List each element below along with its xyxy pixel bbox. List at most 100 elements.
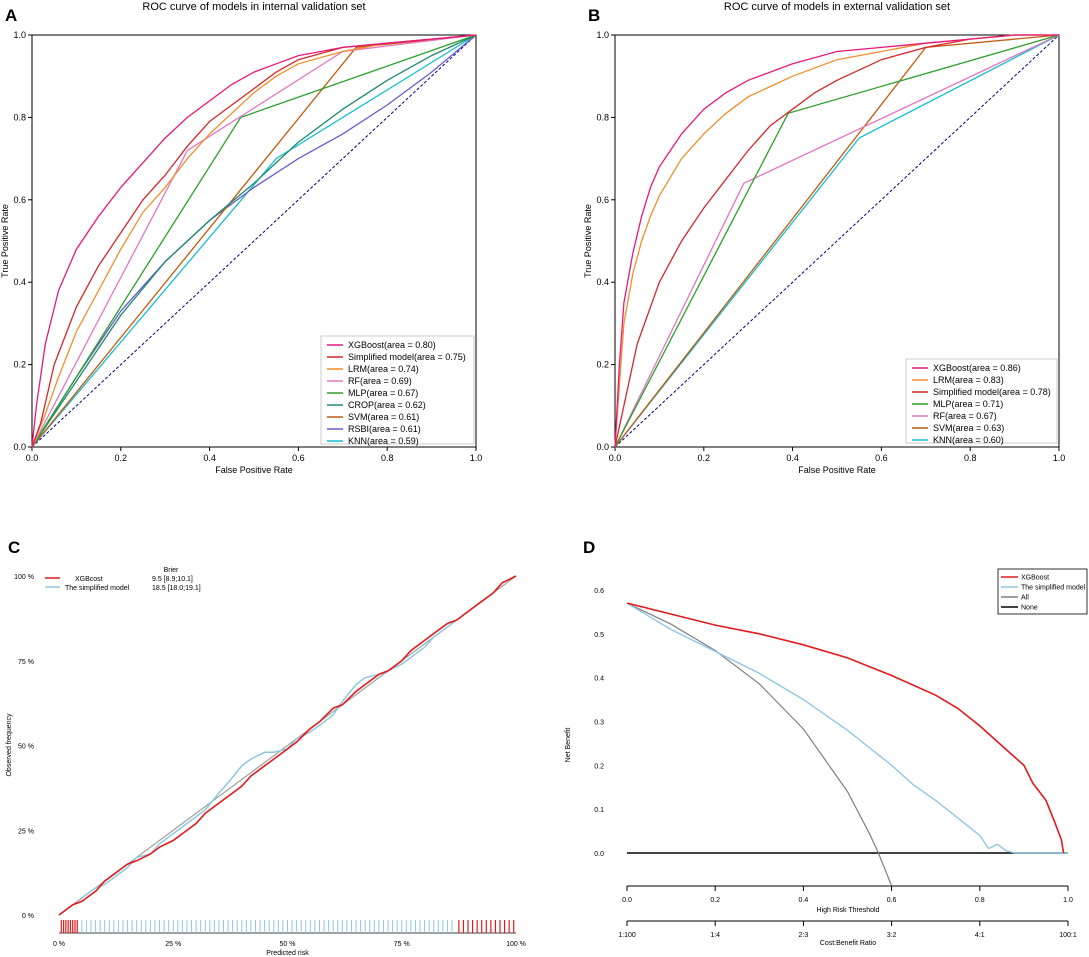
x-tick-label: 0.4 bbox=[786, 453, 799, 463]
legend-entry: SVM(area = 0.63) bbox=[933, 423, 1004, 433]
y-tick-label: 0.4 bbox=[594, 676, 604, 683]
x-axis-label: False Positive Rate bbox=[215, 465, 293, 475]
x2-tick-label: 1:100 bbox=[618, 932, 636, 939]
legend-entry: XGBoost bbox=[1021, 575, 1049, 582]
x-tick-label: 0.4 bbox=[799, 897, 809, 904]
x-tick-label: 1.0 bbox=[1053, 453, 1066, 463]
y-tick-label: 0.5 bbox=[594, 632, 604, 639]
chart-title: ROC curve of models in internal validati… bbox=[142, 1, 365, 13]
panel-letter-c: C bbox=[8, 538, 20, 557]
legend-entry: KNN(area = 0.60) bbox=[933, 435, 1004, 445]
legend-box bbox=[905, 358, 1058, 444]
y-tick-label: 0.0 bbox=[13, 442, 26, 452]
legend-entry: RSBI(area = 0.61) bbox=[348, 424, 421, 434]
x-axis-label: False Positive Rate bbox=[798, 465, 876, 475]
legend-entry: None bbox=[1021, 605, 1038, 612]
y-tick-label: 1.0 bbox=[596, 30, 609, 40]
roc-curve bbox=[614, 34, 1059, 448]
legend-box bbox=[320, 335, 475, 445]
y-tick-label: 0.6 bbox=[596, 195, 609, 205]
legend-entry: MLP(area = 0.71) bbox=[933, 399, 1003, 409]
legend-entry: CROP(area = 0.62) bbox=[348, 400, 426, 410]
legend-entry: Simplified model(area = 0.75) bbox=[348, 352, 466, 362]
legend-entry: XGBoost(area = 0.80) bbox=[348, 340, 436, 350]
roc-curve bbox=[31, 34, 477, 448]
x-tick-label: 0.6 bbox=[875, 453, 888, 463]
x2-tick-label: 3:2 bbox=[887, 932, 897, 939]
roc-curve bbox=[614, 34, 1059, 448]
y-tick-label: 0.0 bbox=[594, 851, 604, 858]
y-tick-label: 0.6 bbox=[13, 195, 26, 205]
roc-curve bbox=[31, 34, 477, 448]
roc-curve bbox=[614, 34, 1060, 448]
net-benefit-curve bbox=[626, 602, 1065, 854]
chart-title: ROC curve of models in external validati… bbox=[724, 1, 950, 13]
legend-entry: XGBoost(area = 0.86) bbox=[933, 363, 1021, 373]
x-tick-label: 50 % bbox=[280, 941, 296, 948]
legend-entry: MLP(area = 0.67) bbox=[348, 388, 418, 398]
roc-curve bbox=[614, 34, 1060, 448]
x-tick-label: 0.2 bbox=[115, 453, 128, 463]
panel-letter-a: A bbox=[5, 6, 17, 25]
y-tick-label: 0.8 bbox=[13, 112, 26, 122]
x-tick-label: 0.8 bbox=[381, 453, 394, 463]
x-tick-label: 0.6 bbox=[887, 897, 897, 904]
x-tick-label: 1.0 bbox=[470, 453, 483, 463]
x-tick-label: 0.6 bbox=[292, 453, 305, 463]
y-axis-label: True Positive Rate bbox=[0, 204, 10, 278]
x-tick-label: 0.8 bbox=[975, 897, 985, 904]
chance-diagonal bbox=[31, 34, 477, 448]
x-tick-label: 0.8 bbox=[964, 453, 977, 463]
legend-entry: KNN(area = 0.59) bbox=[348, 436, 419, 446]
x2-tick-label: 2:3 bbox=[799, 932, 809, 939]
roc-curve bbox=[31, 34, 477, 448]
x-tick-label: 0.0 bbox=[26, 453, 39, 463]
x-tick-label: 0.4 bbox=[203, 453, 216, 463]
legend-entry: The simplified model bbox=[1021, 585, 1086, 592]
legend-brier-score: 18.5 [18.0;19.1] bbox=[152, 585, 201, 592]
roc-curve bbox=[31, 34, 477, 448]
panel-letter-d: D bbox=[583, 538, 595, 557]
y-axis-label: Observed frequency bbox=[6, 713, 13, 777]
legend-entry: The simplified model bbox=[65, 585, 130, 592]
roc-curve bbox=[31, 34, 477, 448]
y-tick-label: 0.2 bbox=[594, 763, 604, 770]
x-tick-label: 0.2 bbox=[710, 897, 720, 904]
y-tick-label: 0.6 bbox=[594, 588, 604, 595]
y-tick-label: 0.1 bbox=[594, 807, 604, 814]
legend-entry: All bbox=[1021, 595, 1029, 602]
x-axis-label: Predicted risk bbox=[266, 950, 309, 957]
net-benefit-curve bbox=[626, 602, 893, 887]
legend-brier-score: 9.5 [8.9;10.1] bbox=[152, 576, 193, 583]
plot-frame bbox=[614, 34, 1060, 448]
x-tick-label: 0 % bbox=[53, 941, 65, 948]
y-tick-label: 50 % bbox=[18, 744, 34, 751]
y-tick-label: 0.8 bbox=[596, 112, 609, 122]
y-tick-label: 100 % bbox=[14, 574, 34, 581]
x-tick-label: 100 % bbox=[506, 941, 526, 948]
panel-letter-b: B bbox=[588, 6, 600, 25]
x-tick-label: 0.0 bbox=[609, 453, 622, 463]
y-tick-label: 0.2 bbox=[596, 360, 609, 370]
y-tick-label: 25 % bbox=[18, 828, 34, 835]
calibration-curve bbox=[58, 575, 517, 916]
y-tick-label: 75 % bbox=[18, 659, 34, 666]
x-tick-label: 0.0 bbox=[622, 897, 632, 904]
y-tick-label: 0.3 bbox=[594, 720, 604, 727]
y-axis-label: Net Benefit bbox=[565, 728, 572, 763]
legend-entry: RF(area = 0.69) bbox=[348, 376, 412, 386]
legend-entry: XGBcost bbox=[75, 576, 103, 583]
y-tick-label: 0 % bbox=[22, 913, 34, 920]
roc-curve bbox=[31, 34, 477, 448]
legend-entry: LRM(area = 0.83) bbox=[933, 375, 1004, 385]
y-tick-label: 0.4 bbox=[13, 277, 26, 287]
x-tick-label: 1.0 bbox=[1063, 897, 1073, 904]
x2-tick-label: 1:4 bbox=[710, 932, 720, 939]
legend-header: Brier bbox=[164, 567, 179, 574]
y-axis-label: True Positive Rate bbox=[583, 204, 593, 278]
x2-tick-label: 4:1 bbox=[975, 932, 985, 939]
y-tick-label: 1.0 bbox=[13, 30, 26, 40]
y-tick-label: 0.4 bbox=[596, 277, 609, 287]
roc-curve bbox=[31, 34, 477, 448]
